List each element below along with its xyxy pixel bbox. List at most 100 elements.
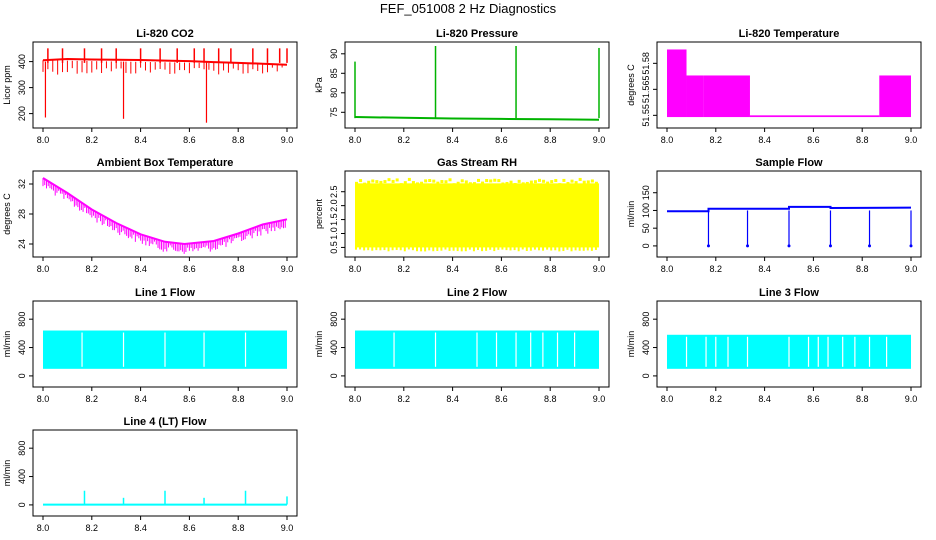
data-dip-point [909, 244, 913, 248]
y-tick-label: 300 [17, 80, 27, 95]
x-tick-label: 8.2 [398, 135, 411, 145]
data-noise [570, 179, 574, 183]
data-noise [493, 246, 496, 252]
data-noise [550, 180, 554, 184]
y-tick-label: 400 [329, 340, 339, 355]
data-noise [529, 180, 533, 184]
data-dip-point [868, 244, 872, 248]
data-noise [590, 179, 594, 183]
data-noise [481, 181, 485, 185]
chart-title: Ambient Box Temperature [97, 157, 234, 169]
data-band [686, 75, 704, 118]
x-tick-label: 8.2 [710, 135, 723, 145]
y-axis-label: ml/min [2, 331, 12, 358]
data-noise [550, 246, 553, 251]
data-noise [456, 181, 460, 185]
x-tick-label: 8.8 [544, 264, 557, 274]
data-noise [359, 246, 362, 250]
x-tick-label: 8.6 [807, 264, 820, 274]
data-noise [407, 177, 411, 181]
x-tick-label: 8.0 [37, 523, 50, 533]
data-noise [472, 182, 476, 186]
data-noise [428, 178, 432, 182]
chart-title: Line 4 (LT) Flow [124, 416, 207, 428]
plot-frame [344, 41, 610, 129]
data-noise [359, 179, 363, 183]
data-noise [379, 180, 383, 184]
x-tick-label: 8.2 [86, 523, 99, 533]
y-axis-label: ml/min [626, 201, 636, 228]
x-tick-label: 8.2 [710, 394, 723, 404]
y-tick-label: 100 [641, 203, 651, 218]
x-tick-label: 8.6 [495, 135, 508, 145]
data-noise [574, 246, 577, 251]
data-noise [477, 246, 479, 250]
data-noise [460, 246, 463, 252]
chart-panel-6: Sample Flow ml/min 8.0 8.2 8.4 8.6 8.8 9.0 0 50 10… [626, 157, 922, 274]
x-tick-label: 9.0 [281, 264, 294, 274]
data-noise [355, 181, 358, 185]
data-noise [546, 246, 549, 250]
x-tick-label: 8.4 [446, 264, 459, 274]
data-noise [379, 246, 382, 251]
data-noise [416, 182, 419, 186]
x-tick-label: 8.0 [661, 135, 674, 145]
data-noise [477, 178, 480, 182]
x-tick-label: 8.4 [134, 135, 147, 145]
data-noise [594, 181, 598, 185]
data-noise [464, 180, 468, 184]
data-noise [460, 179, 464, 183]
y-tick-label: 200 [17, 106, 27, 121]
data-noise [444, 180, 448, 184]
data-series [42, 57, 288, 66]
plot-frame [32, 429, 298, 517]
x-tick-label: 8.4 [758, 264, 771, 274]
y-tick-label: 51.58 [641, 52, 651, 75]
y-tick-label: 0 [329, 373, 339, 378]
x-tick-label: 8.2 [86, 135, 99, 145]
plot-frame [656, 170, 922, 258]
data-noise [517, 246, 520, 252]
data-noise [440, 246, 443, 251]
chart-panel-1: Li-820 CO2 Licor ppm 8.0 8.2 8.4 8.6 8.8 9.0 200… [2, 28, 298, 145]
data-dip-point [787, 244, 791, 248]
y-axis-label: ml/min [626, 331, 636, 358]
x-tick-label: 8.4 [758, 135, 771, 145]
y-tick-label: 400 [17, 54, 27, 69]
y-axis-label: percent [314, 198, 324, 229]
data-noise [375, 180, 379, 184]
x-tick-label: 8.8 [232, 264, 245, 274]
data-band [355, 183, 599, 248]
plot-frame [656, 41, 922, 129]
chart-panel-9: Line 3 Flow ml/min 8.0 8.2 8.4 8.6 8.8 9.0 0 400 8… [626, 287, 922, 404]
y-tick-label: 400 [17, 340, 27, 355]
chart-panel-7: Line 1 Flow ml/min 8.0 8.2 8.4 8.6 8.8 9.0 0 400 8… [2, 287, 298, 404]
data-noise [497, 246, 500, 250]
y-axis-label: ml/min [2, 460, 12, 487]
data-noise [509, 246, 512, 251]
x-tick-label: 8.8 [856, 135, 869, 145]
y-tick-label: 1.0 [329, 227, 339, 240]
y-axis-label: degrees C [2, 193, 12, 235]
data-noise [566, 182, 570, 186]
data-noise [505, 246, 508, 251]
data-dip-point [706, 244, 710, 248]
y-axis-label: kPa [314, 77, 324, 93]
y-tick-label: 32 [17, 179, 27, 189]
x-tick-label: 8.6 [183, 135, 196, 145]
x-tick-label: 8.8 [856, 394, 869, 404]
y-tick-label: 51.565 [641, 76, 651, 104]
data-band [749, 115, 880, 118]
x-tick-label: 8.2 [86, 264, 99, 274]
data-noise [489, 179, 493, 183]
x-tick-label: 8.8 [544, 135, 557, 145]
x-tick-label: 8.2 [398, 264, 411, 274]
data-noise [558, 183, 562, 187]
data-noise [485, 179, 489, 183]
data-dip-point [746, 244, 750, 248]
data-noise [432, 179, 436, 183]
data-noise [411, 246, 414, 251]
y-tick-label: 75 [329, 107, 339, 117]
x-tick-label: 9.0 [281, 135, 294, 145]
data-noise [452, 246, 455, 251]
